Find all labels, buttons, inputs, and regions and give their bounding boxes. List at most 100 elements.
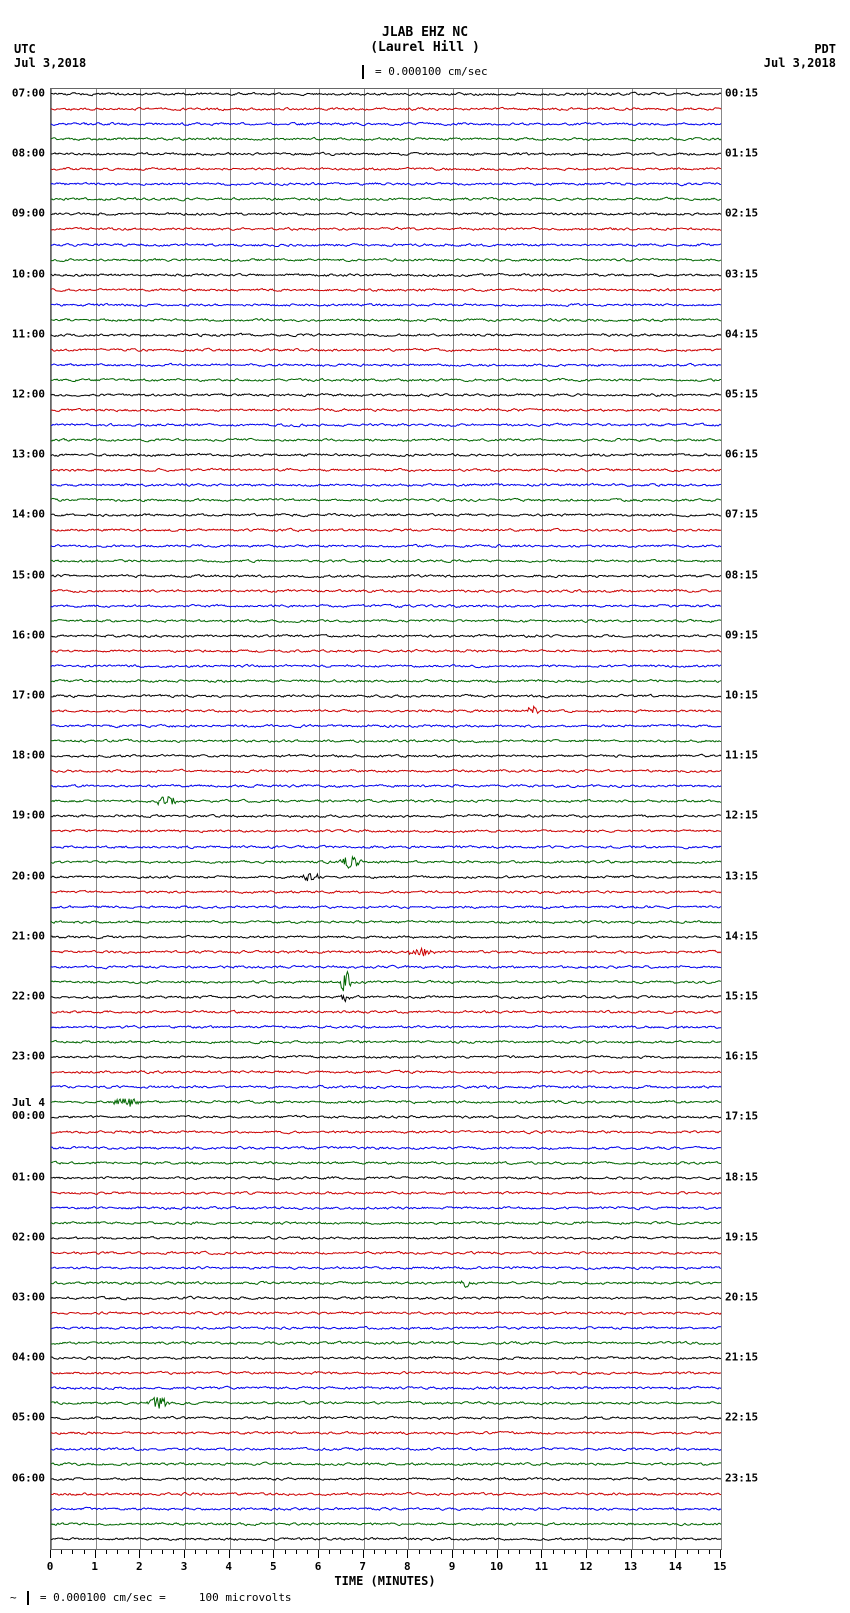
x-tick-minor [564, 1550, 565, 1554]
pdt-hour-label: 00:15 [725, 87, 758, 100]
utc-hour-label: 03:00 [12, 1291, 45, 1304]
utc-hour-label: 22:00 [12, 990, 45, 1003]
x-tick-minor [653, 1550, 654, 1554]
x-tick [318, 1550, 319, 1558]
x-tick-minor [173, 1550, 174, 1554]
station-location: (Laurel Hill ) [0, 40, 850, 55]
utc-hour-label: 06:00 [12, 1471, 45, 1484]
tz-right-date: Jul 3,2018 [764, 56, 836, 70]
x-tick [50, 1550, 51, 1558]
pdt-hour-label: 19:15 [725, 1230, 758, 1243]
footer-prefix: ~ [10, 1591, 17, 1604]
x-tick-minor [664, 1550, 665, 1554]
timezone-right: PDT Jul 3,2018 [764, 42, 836, 70]
x-tick-label: 9 [449, 1560, 456, 1573]
utc-hour-label: 12:00 [12, 388, 45, 401]
x-tick-label: 4 [225, 1560, 232, 1573]
pdt-hour-label: 05:15 [725, 388, 758, 401]
pdt-hour-label: 08:15 [725, 568, 758, 581]
x-tick-minor [61, 1550, 62, 1554]
pdt-hour-label: 21:15 [725, 1351, 758, 1364]
pdt-hour-label: 04:15 [725, 327, 758, 340]
x-tick [273, 1550, 274, 1558]
x-tick-minor [441, 1550, 442, 1554]
x-tick-minor [553, 1550, 554, 1554]
pdt-hour-label: 02:15 [725, 207, 758, 220]
pdt-hour-label: 03:15 [725, 267, 758, 280]
x-tick-label: 14 [669, 1560, 682, 1573]
x-tick-minor [240, 1550, 241, 1554]
x-tick-minor [151, 1550, 152, 1554]
x-tick-minor [296, 1550, 297, 1554]
utc-hour-label: 08:00 [12, 147, 45, 160]
x-tick-minor [352, 1550, 353, 1554]
x-tick [452, 1550, 453, 1558]
x-tick-minor [419, 1550, 420, 1554]
x-tick [139, 1550, 140, 1558]
x-tick-minor [698, 1550, 699, 1554]
x-tick-label: 10 [490, 1560, 503, 1573]
pdt-hour-label: 17:15 [725, 1110, 758, 1123]
x-tick-label: 11 [535, 1560, 548, 1573]
x-tick [95, 1550, 96, 1558]
utc-hour-label: 16:00 [12, 628, 45, 641]
x-tick-minor [162, 1550, 163, 1554]
x-tick-minor [285, 1550, 286, 1554]
utc-hour-label: 07:00 [12, 87, 45, 100]
pdt-hour-label: 06:15 [725, 448, 758, 461]
pdt-hour-label: 10:15 [725, 689, 758, 702]
pdt-hour-label: 14:15 [725, 929, 758, 942]
utc-hour-label: 13:00 [12, 448, 45, 461]
helicorder-plot [50, 88, 722, 1550]
station-id: JLAB EHZ NC [0, 25, 850, 40]
utc-hour-label: 02:00 [12, 1230, 45, 1243]
x-tick-minor [84, 1550, 85, 1554]
x-tick-label: 13 [624, 1560, 637, 1573]
pdt-hour-label: 11:15 [725, 749, 758, 762]
x-tick-minor [597, 1550, 598, 1554]
x-tick-minor [262, 1550, 263, 1554]
x-tick-minor [128, 1550, 129, 1554]
gridline-vertical [721, 89, 722, 1549]
utc-hour-label: 09:00 [12, 207, 45, 220]
x-tick [541, 1550, 542, 1558]
x-tick-minor [374, 1550, 375, 1554]
x-tick [586, 1550, 587, 1558]
footer-microvolts: 100 microvolts [199, 1591, 292, 1604]
pdt-hour-label: 01:15 [725, 147, 758, 160]
utc-hour-label: 15:00 [12, 568, 45, 581]
x-tick-minor [620, 1550, 621, 1554]
x-tick-label: 3 [181, 1560, 188, 1573]
utc-hour-label: 23:00 [12, 1050, 45, 1063]
x-tick-minor [218, 1550, 219, 1554]
x-tick-minor [709, 1550, 710, 1554]
x-tick [631, 1550, 632, 1558]
utc-hour-label: 14:00 [12, 508, 45, 521]
pdt-hour-label: 12:15 [725, 809, 758, 822]
tz-left-date: Jul 3,2018 [14, 56, 86, 70]
x-axis-title: TIME (MINUTES) [50, 1574, 720, 1588]
x-tick-minor [206, 1550, 207, 1554]
utc-hour-label: 01:00 [12, 1170, 45, 1183]
x-axis: TIME (MINUTES) 0123456789101112131415 [50, 1550, 720, 1580]
x-tick-minor [329, 1550, 330, 1554]
pdt-hour-label: 18:15 [725, 1170, 758, 1183]
helicorder-chart: JLAB EHZ NC (Laurel Hill ) = 0.000100 cm… [0, 0, 850, 1613]
x-tick-minor [430, 1550, 431, 1554]
pdt-hour-label: 07:15 [725, 508, 758, 521]
x-tick-label: 8 [404, 1560, 411, 1573]
x-tick [720, 1550, 721, 1558]
utc-hour-label: Jul 400:00 [12, 1096, 45, 1122]
x-tick-label: 15 [713, 1560, 726, 1573]
footer-scale-text: = 0.000100 cm/sec = [40, 1591, 166, 1604]
utc-hour-label: 18:00 [12, 749, 45, 762]
x-tick [363, 1550, 364, 1558]
footer-scale: ~ = 0.000100 cm/sec = 100 microvolts [10, 1591, 292, 1605]
x-tick [184, 1550, 185, 1558]
x-tick [497, 1550, 498, 1558]
pdt-hour-label: 20:15 [725, 1291, 758, 1304]
utc-hour-label: 11:00 [12, 327, 45, 340]
pdt-hour-label: 13:15 [725, 869, 758, 882]
pdt-hour-label: 16:15 [725, 1050, 758, 1063]
x-tick-minor [385, 1550, 386, 1554]
